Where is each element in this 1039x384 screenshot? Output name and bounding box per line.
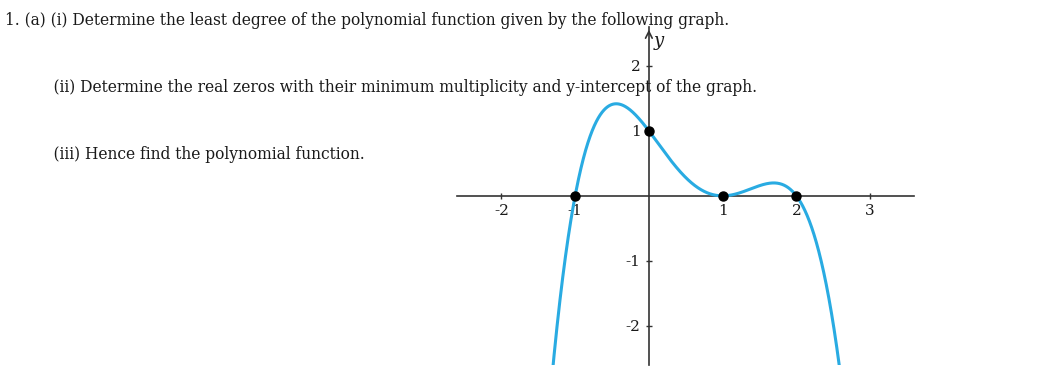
Text: 1. (a) (i) Determine the least degree of the polynomial function given by the fo: 1. (a) (i) Determine the least degree of… <box>5 12 729 28</box>
Text: y: y <box>654 32 664 50</box>
Text: (iii) Hence find the polynomial function.: (iii) Hence find the polynomial function… <box>34 146 365 163</box>
Text: (ii) Determine the real zeros with their minimum multiplicity and y-intercept of: (ii) Determine the real zeros with their… <box>34 79 757 96</box>
